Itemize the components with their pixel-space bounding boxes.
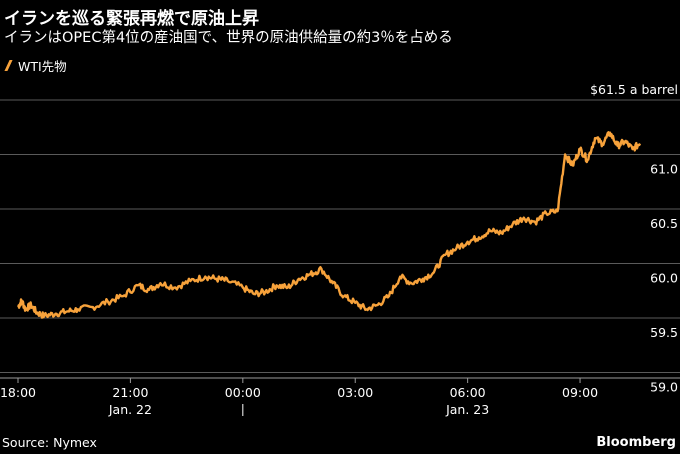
legend: WTI先物 <box>4 56 67 75</box>
unit-label: $61.5 a barrel <box>590 82 678 97</box>
y-tick-label: 59.5 <box>650 325 678 340</box>
y-tick-label: 61.0 <box>650 162 678 177</box>
x-tick-label: 03:00 <box>337 385 373 400</box>
x-tick-label: 09:00 <box>562 385 598 400</box>
y-tick-label: 60.5 <box>650 216 678 231</box>
x-date-label: Jan. 22 <box>108 402 152 417</box>
x-tick-label: 18:00 <box>0 385 36 400</box>
source-note: Source: Nymex <box>2 435 97 450</box>
series-line-wti <box>17 131 642 319</box>
x-tick-label: 21:00 <box>112 385 148 400</box>
x-tick-label: 00:00 <box>225 385 261 400</box>
legend-label: WTI先物 <box>18 59 67 74</box>
bloomberg-logo: Bloomberg <box>596 435 676 450</box>
x-date-label: Jan. 23 <box>445 402 489 417</box>
chart-title: イランを巡る緊張再燃で原油上昇 <box>4 9 259 29</box>
x-tick-label: 06:00 <box>450 385 486 400</box>
chart-subtitle: イランはOPEC第4位の産油国で、世界の原油供給量の約3％を占める <box>4 30 453 46</box>
y-tick-label: 60.0 <box>650 271 678 286</box>
y-tick-label: 59.0 <box>650 380 678 395</box>
